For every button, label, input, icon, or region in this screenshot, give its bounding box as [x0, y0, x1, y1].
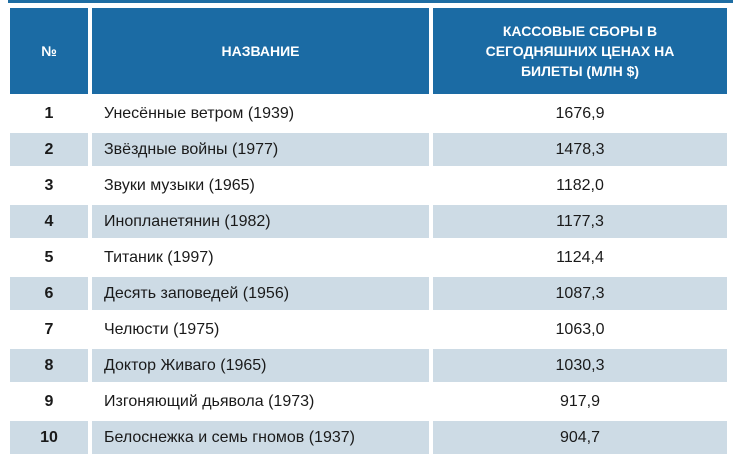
table-body: 1 Унесённые ветром (1939) 1676,9 2 Звёзд…	[10, 97, 727, 454]
value-cell: 1182,0	[433, 169, 727, 202]
rank-cell: 6	[10, 277, 88, 310]
table-row: 4 Инопланетянин (1982) 1177,3	[10, 205, 727, 238]
value-cell: 1177,3	[433, 205, 727, 238]
title-cell: Унесённые ветром (1939)	[92, 97, 429, 130]
top-accent-rule	[8, 0, 733, 3]
value-cell: 1676,9	[433, 97, 727, 130]
table-row: 9 Изгоняющий дьявола (1973) 917,9	[10, 385, 727, 418]
rank-cell: 5	[10, 241, 88, 274]
table-row: 2 Звёздные войны (1977) 1478,3	[10, 133, 727, 166]
table-row: 1 Унесённые ветром (1939) 1676,9	[10, 97, 727, 130]
header-row: № НАЗВАНИЕ КАССОВЫЕ СБОРЫ В СЕГОДНЯШНИХ …	[10, 8, 727, 94]
value-cell: 904,7	[433, 421, 727, 454]
title-cell: Инопланетянин (1982)	[92, 205, 429, 238]
rank-cell: 3	[10, 169, 88, 202]
title-cell: Титаник (1997)	[92, 241, 429, 274]
table-row: 6 Десять заповедей (1956) 1087,3	[10, 277, 727, 310]
table-row: 8 Доктор Живаго (1965) 1030,3	[10, 349, 727, 382]
rank-cell: 8	[10, 349, 88, 382]
value-cell: 917,9	[433, 385, 727, 418]
box-office-table: № НАЗВАНИЕ КАССОВЫЕ СБОРЫ В СЕГОДНЯШНИХ …	[6, 5, 731, 457]
title-cell: Белоснежка и семь гномов (1937)	[92, 421, 429, 454]
column-header-name: НАЗВАНИЕ	[92, 8, 429, 94]
title-cell: Звёздные войны (1977)	[92, 133, 429, 166]
title-cell: Челюсти (1975)	[92, 313, 429, 346]
rank-cell: 1	[10, 97, 88, 130]
rank-cell: 10	[10, 421, 88, 454]
table-row: 5 Титаник (1997) 1124,4	[10, 241, 727, 274]
value-cell: 1030,3	[433, 349, 727, 382]
column-header-gross: КАССОВЫЕ СБОРЫ В СЕГОДНЯШНИХ ЦЕНАХ НА БИ…	[433, 8, 727, 94]
value-cell: 1124,4	[433, 241, 727, 274]
table-row: 10 Белоснежка и семь гномов (1937) 904,7	[10, 421, 727, 454]
column-header-number: №	[10, 8, 88, 94]
rank-cell: 9	[10, 385, 88, 418]
table-row: 3 Звуки музыки (1965) 1182,0	[10, 169, 727, 202]
rank-cell: 7	[10, 313, 88, 346]
rank-cell: 2	[10, 133, 88, 166]
table-row: 7 Челюсти (1975) 1063,0	[10, 313, 727, 346]
title-cell: Звуки музыки (1965)	[92, 169, 429, 202]
value-cell: 1478,3	[433, 133, 727, 166]
value-cell: 1063,0	[433, 313, 727, 346]
rank-cell: 4	[10, 205, 88, 238]
title-cell: Десять заповедей (1956)	[92, 277, 429, 310]
table-header: № НАЗВАНИЕ КАССОВЫЕ СБОРЫ В СЕГОДНЯШНИХ …	[10, 8, 727, 94]
title-cell: Доктор Живаго (1965)	[92, 349, 429, 382]
title-cell: Изгоняющий дьявола (1973)	[92, 385, 429, 418]
value-cell: 1087,3	[433, 277, 727, 310]
